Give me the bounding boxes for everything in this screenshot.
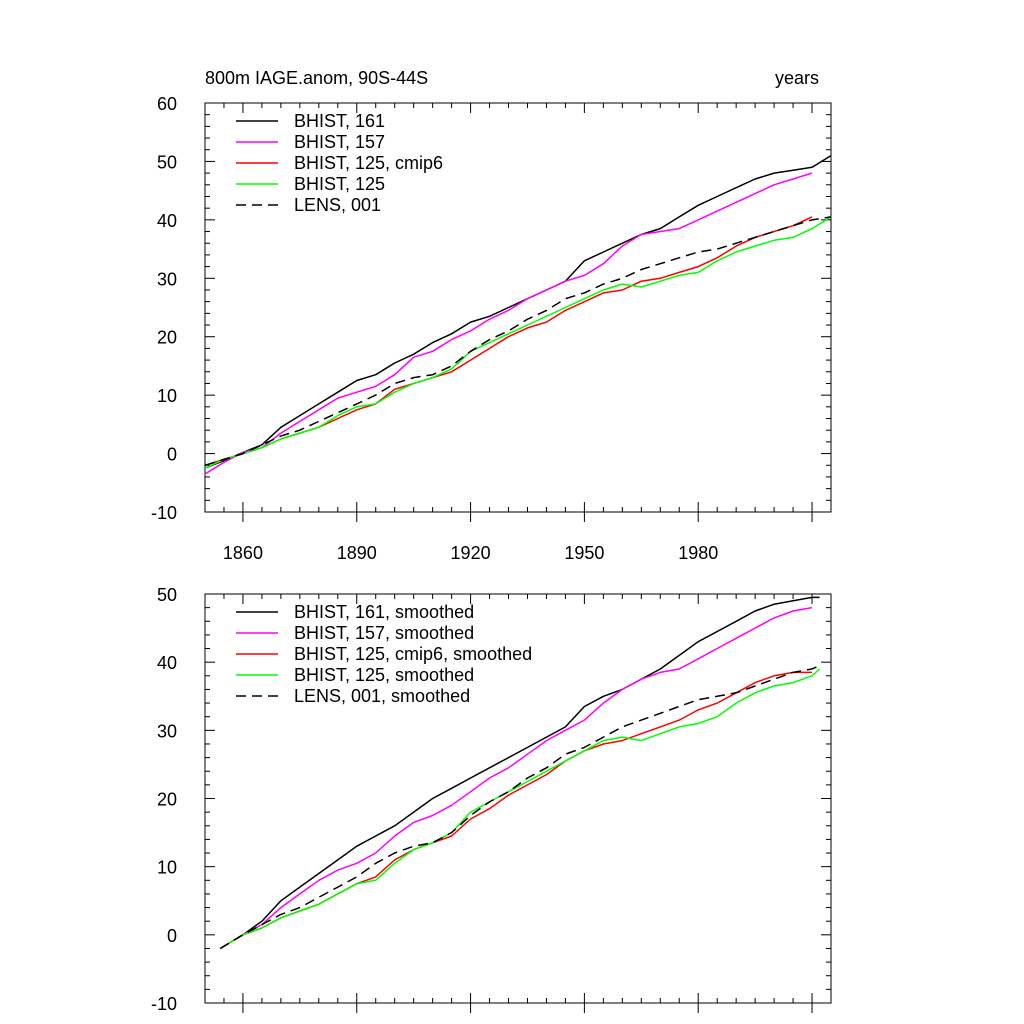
series-line-4 bbox=[219, 668, 821, 950]
y-tick-label: 0 bbox=[167, 445, 177, 465]
y-tick-label: 0 bbox=[167, 926, 177, 946]
series-line-4 bbox=[204, 216, 832, 469]
y-tick-label: 50 bbox=[157, 152, 177, 172]
series-line-5 bbox=[204, 216, 832, 467]
legend-label-4: BHIST, 125, smoothed bbox=[294, 665, 474, 685]
y-tick-label: 40 bbox=[157, 653, 177, 673]
legend-label-5: LENS, 001, smoothed bbox=[294, 686, 470, 706]
series-line-2 bbox=[204, 172, 813, 475]
chart-title: 800m IAGE.anom, 90S-44S bbox=[205, 68, 428, 88]
legend-label-1: BHIST, 161 bbox=[294, 111, 385, 131]
x-tick-label: 1890 bbox=[337, 543, 377, 563]
x-tick-label: 1950 bbox=[564, 543, 604, 563]
y-tick-label: 50 bbox=[157, 585, 177, 605]
x-tick-label: 1860 bbox=[223, 543, 263, 563]
series-line-5 bbox=[219, 664, 820, 950]
series-line-2 bbox=[219, 606, 813, 950]
y-tick-label: 20 bbox=[157, 790, 177, 810]
y-tick-label: -10 bbox=[151, 503, 177, 523]
legend-label-3: BHIST, 125, cmip6, smoothed bbox=[294, 644, 532, 664]
series-line-3 bbox=[204, 216, 813, 467]
y-tick-label: 30 bbox=[157, 721, 177, 741]
chart-units: years bbox=[775, 68, 819, 88]
legend-label-1: BHIST, 161, smoothed bbox=[294, 602, 474, 622]
plot-frame bbox=[204, 102, 832, 513]
series-line-1 bbox=[219, 596, 820, 950]
y-tick-label: -10 bbox=[151, 994, 177, 1014]
x-tick-label: 1920 bbox=[451, 543, 491, 563]
y-tick-label: 10 bbox=[157, 858, 177, 878]
upper-panel: -10 0 10 20 30 40 50 60 1860 1890 1920 1950 1980 BHIS… bbox=[151, 94, 832, 563]
y-tick-label: 10 bbox=[157, 386, 177, 406]
legend-label-4: BHIST, 125 bbox=[294, 174, 385, 194]
y-tick-label: 40 bbox=[157, 211, 177, 231]
legend-label-5: LENS, 001 bbox=[294, 195, 381, 215]
legend-label-2: BHIST, 157 bbox=[294, 132, 385, 152]
y-tick-label: 20 bbox=[157, 328, 177, 348]
y-tick-label: 60 bbox=[157, 94, 177, 114]
series-line-1 bbox=[204, 154, 832, 469]
x-tick-label: 1980 bbox=[678, 543, 718, 563]
legend-label-3: BHIST, 125, cmip6 bbox=[294, 153, 443, 173]
y-tick-label: 30 bbox=[157, 269, 177, 289]
legend-label-2: BHIST, 157, smoothed bbox=[294, 623, 474, 643]
